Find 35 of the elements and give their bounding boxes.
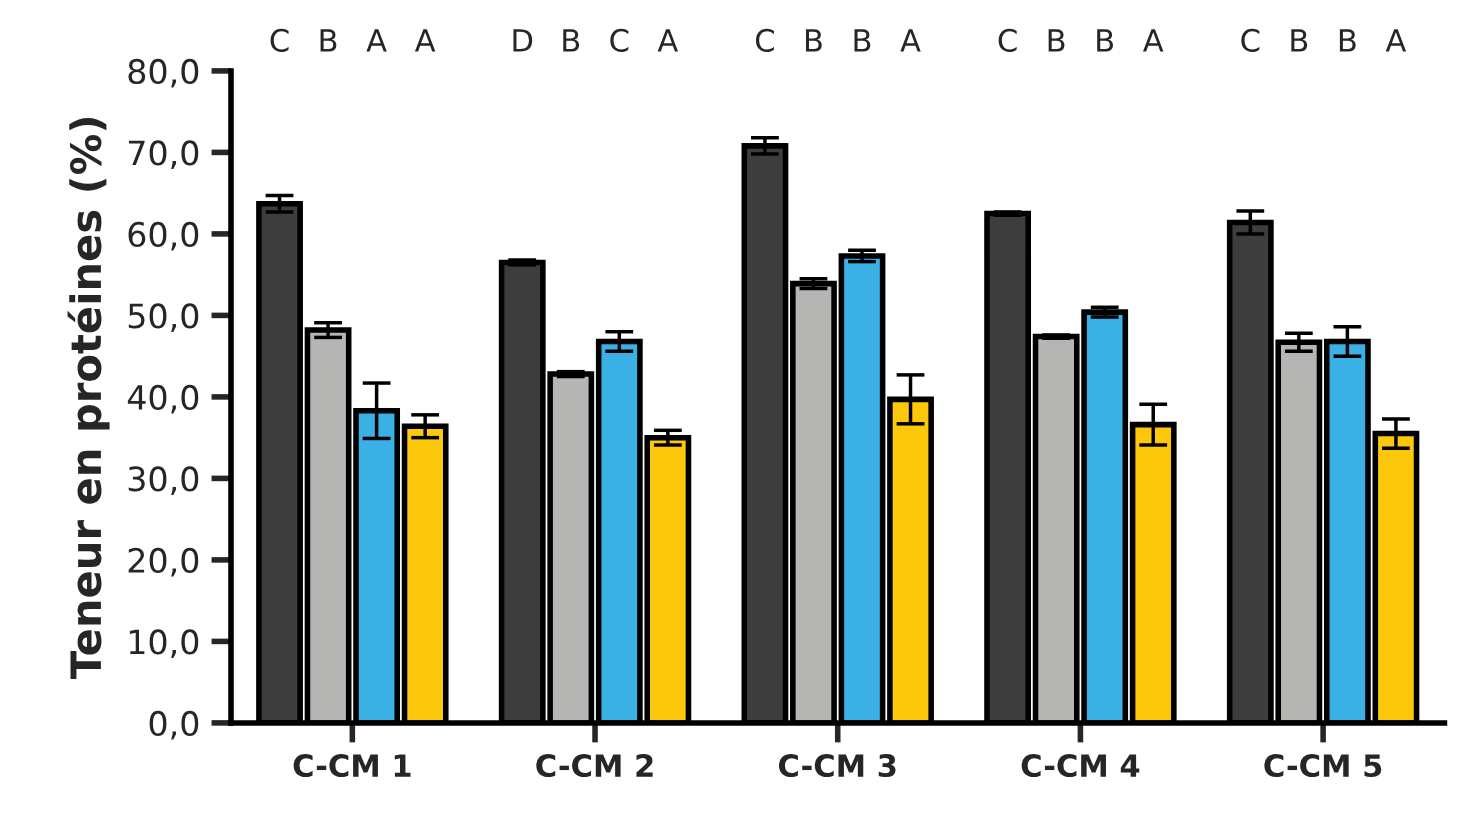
x-tick-label: C-CM 1 (293, 754, 411, 778)
y-tick-label: 60,0 (128, 221, 199, 251)
text: A (366, 29, 387, 52)
text: C (1241, 28, 1260, 52)
text: C (998, 28, 1017, 52)
text: B (854, 29, 871, 52)
text: B (805, 29, 822, 52)
y-tick-label: 0,0 (149, 710, 199, 740)
x-tick-label: C-CM 5 (1264, 754, 1382, 778)
text: A (657, 29, 679, 52)
y-tick-label: 50,0 (128, 303, 199, 332)
text: A (900, 29, 921, 52)
y-tick-label: 10,0 (129, 629, 199, 658)
text: A (1143, 29, 1164, 52)
text: C (610, 28, 629, 52)
x-tick-label: C-CM 4 (1021, 754, 1140, 778)
y-tick-label: 80,0 (128, 58, 199, 88)
text: B (1339, 29, 1356, 52)
y-tick-label: 70,0 (128, 140, 199, 169)
text: C (270, 28, 289, 52)
text: B (563, 29, 580, 52)
y-tick-label: 30,0 (128, 466, 199, 495)
text: B (1048, 29, 1065, 52)
x-tick-label: C-CM 3 (778, 754, 896, 778)
text: B (320, 29, 337, 52)
x-tick-label: C-CM 2 (536, 754, 653, 778)
text: D (513, 29, 533, 52)
y-axis-title: Teneur en protéines (%) (67, 118, 110, 680)
y-tick-label: 40,0 (127, 384, 199, 414)
text: B (1097, 29, 1114, 52)
y-tick-label: 20,0 (128, 547, 199, 577)
text: C (755, 28, 774, 52)
text: A (1385, 29, 1407, 52)
text: A (414, 29, 436, 52)
text: B (1291, 29, 1308, 52)
